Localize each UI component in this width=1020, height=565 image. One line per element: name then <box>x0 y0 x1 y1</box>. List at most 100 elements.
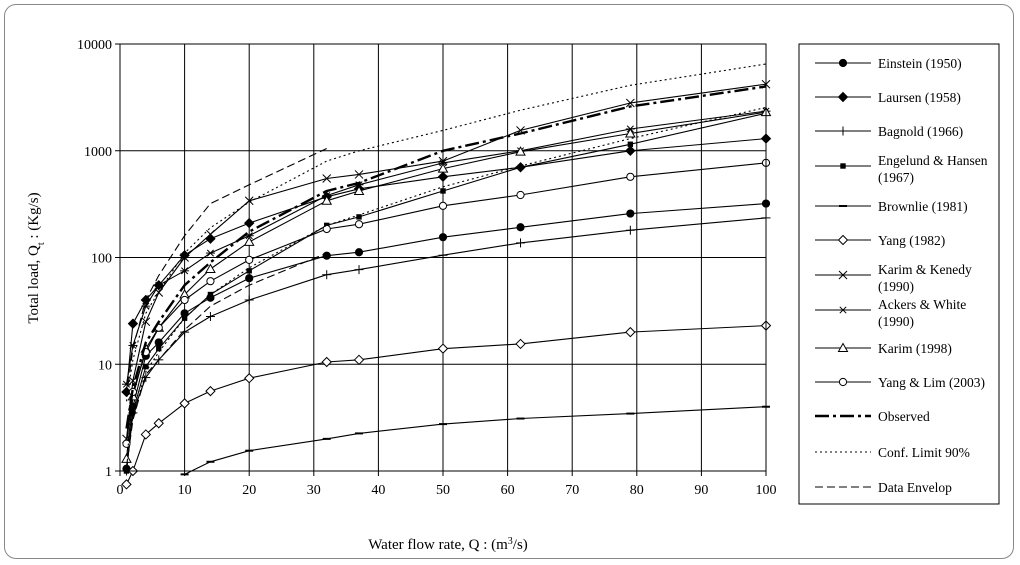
marker <box>206 249 214 257</box>
marker <box>121 479 132 490</box>
legend-item: Data Envelop <box>815 480 952 495</box>
marker <box>353 185 365 195</box>
marker <box>355 181 363 189</box>
legend-label: Karim & Kenedy <box>878 262 972 277</box>
y-tick-label: 1000 <box>84 145 112 160</box>
marker <box>321 195 333 205</box>
x-tick-label: 100 <box>756 483 777 498</box>
legend-label: Data Envelop <box>878 480 952 495</box>
marker <box>515 146 526 156</box>
series-line <box>125 252 327 467</box>
legend-label: Bagnold (1966) <box>878 124 963 139</box>
marker <box>245 232 253 240</box>
legend-label: Conf. Limit 90% <box>878 445 970 460</box>
marker <box>206 229 215 239</box>
x-title-superscript: 3 <box>508 536 513 547</box>
marker <box>838 270 848 280</box>
y-title-subscript: t <box>36 242 47 245</box>
marker <box>838 377 848 387</box>
marker <box>840 163 846 169</box>
legend-label: Ackers & White <box>878 297 966 312</box>
x-axis-title: Water flow rate, Q : (m3/s) <box>368 536 528 554</box>
legend-item: Ackers & White (1990) <box>815 297 966 329</box>
marker <box>141 317 151 327</box>
x-tick-label: 60 <box>501 483 515 498</box>
series-line <box>125 83 767 439</box>
marker <box>626 172 635 181</box>
marker <box>437 171 449 183</box>
series-line <box>125 85 767 429</box>
marker <box>181 267 189 275</box>
marker <box>354 220 364 229</box>
marker <box>321 356 332 368</box>
x-tick-label: 40 <box>371 483 385 498</box>
marker <box>180 253 189 262</box>
legend-label: Brownlie (1981) <box>878 199 968 214</box>
series <box>121 106 772 463</box>
marker <box>837 342 849 352</box>
legend-item: Yang (1982) <box>815 233 945 248</box>
legend-label: Einstein (1950) <box>878 56 962 71</box>
y-tick-label: 10000 <box>77 38 112 53</box>
marker <box>625 98 635 108</box>
marker <box>322 224 331 234</box>
series-line <box>125 217 767 472</box>
x-tick-label: 50 <box>436 483 450 498</box>
legend-item: Karim (1998) <box>815 341 952 356</box>
x-tick-label: 20 <box>242 483 256 498</box>
legend-label-line2: (1967) <box>878 170 914 185</box>
marker <box>837 234 849 246</box>
marker <box>205 263 216 274</box>
series-line <box>125 203 767 469</box>
marker <box>837 91 849 103</box>
series-line <box>125 148 327 397</box>
marker <box>245 274 254 283</box>
legend-item: Karim & Kenedy (1990) <box>815 262 972 294</box>
chart-frame <box>4 4 1014 559</box>
marker <box>625 326 636 338</box>
legend-item: Observed <box>815 409 930 424</box>
marker <box>205 233 216 244</box>
marker <box>839 306 847 314</box>
marker <box>143 363 149 370</box>
marker <box>438 201 448 210</box>
series-line <box>125 110 767 385</box>
x-tick-label: 10 <box>178 483 192 498</box>
legend-label: Yang & Lim (2003) <box>878 375 985 390</box>
y-tick-label: 10 <box>98 358 112 373</box>
marker <box>517 164 524 170</box>
marker <box>625 145 636 156</box>
legend-label: Observed <box>878 409 930 424</box>
marker <box>516 223 525 232</box>
legend-label: Laursen (1958) <box>878 90 961 105</box>
marker <box>245 255 254 264</box>
marker <box>205 385 216 397</box>
series-line <box>125 63 767 402</box>
legend-item: Yang & Lim (2003) <box>815 375 985 390</box>
marker <box>179 250 190 261</box>
marker <box>440 188 446 194</box>
marker <box>140 429 152 440</box>
marker <box>243 373 255 384</box>
y-axis-title: Total load, Qt : (Kg/s) <box>26 192 47 323</box>
marker <box>354 170 364 179</box>
legend-label-line2: (1990) <box>878 279 914 294</box>
legend-label-line2: (1990) <box>878 314 914 329</box>
marker <box>437 163 449 173</box>
series <box>121 213 771 476</box>
series <box>121 133 772 398</box>
marker <box>438 233 448 242</box>
legend-box <box>798 43 1000 505</box>
marker <box>181 315 188 321</box>
x-tick-label: 70 <box>565 483 579 498</box>
marker <box>153 418 164 429</box>
legend-item: Laursen (1958) <box>815 90 961 105</box>
marker <box>626 209 635 218</box>
legend-item: Conf. Limit 90% <box>815 445 970 460</box>
legend-label: Yang (1982) <box>878 233 945 248</box>
marker <box>155 281 163 289</box>
marker <box>206 277 215 286</box>
marker <box>207 291 214 298</box>
marker <box>180 295 189 305</box>
